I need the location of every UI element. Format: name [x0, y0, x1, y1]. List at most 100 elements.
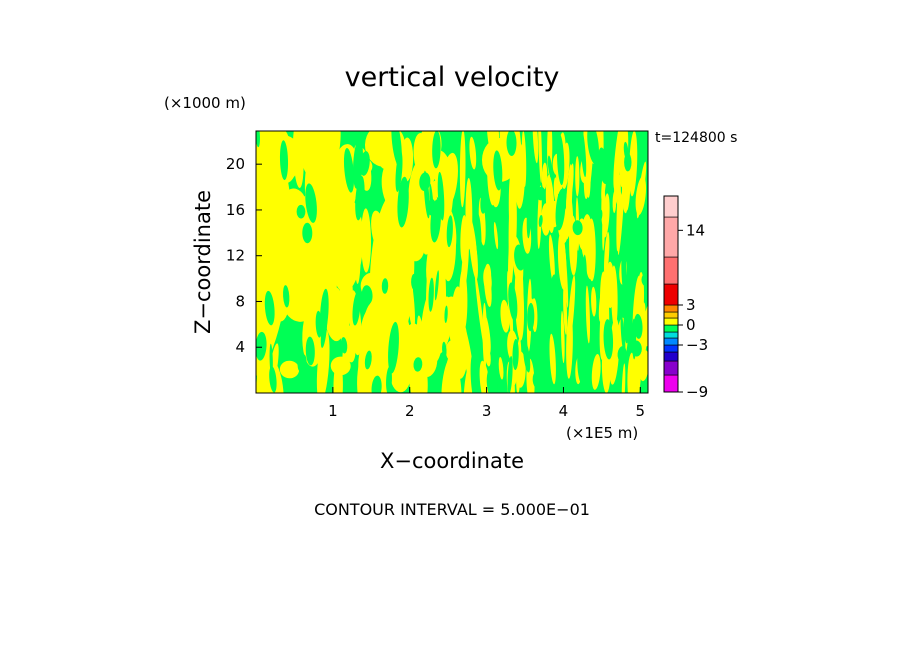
- negative-velocity-streak: [486, 368, 498, 393]
- negative-velocity-streak: [523, 341, 531, 373]
- negative-velocity-streak: [621, 247, 627, 298]
- negative-velocity-streak: [572, 220, 583, 236]
- x-axis: 1 2 3 4 5: [328, 387, 645, 420]
- positive-velocity-streak: [493, 221, 499, 250]
- positive-velocity-streak: [469, 136, 477, 170]
- negative-velocity-streak: [631, 340, 642, 357]
- negative-velocity-streak: [470, 353, 479, 393]
- positive-velocity-streak: [569, 163, 574, 198]
- negative-velocity-streak: [499, 237, 506, 269]
- negative-velocity-streak: [577, 342, 586, 385]
- colorbar-segment: [663, 360, 679, 376]
- positive-velocity-streak: [545, 175, 555, 234]
- colorbar-tick-label: −9: [686, 383, 708, 401]
- positive-velocity-streak: [508, 199, 514, 284]
- negative-velocity-streak: [256, 331, 267, 361]
- negative-velocity-streak: [550, 274, 559, 313]
- colorbar-segment: [663, 374, 679, 393]
- negative-velocity-streak: [507, 355, 513, 393]
- x-tick-label: 3: [482, 402, 492, 420]
- positive-velocity-streak: [279, 360, 300, 379]
- positive-velocity-streak: [256, 248, 262, 287]
- positive-velocity-streak: [317, 131, 341, 174]
- negative-velocity-streak: [633, 313, 643, 339]
- y-unit-label: (×1000 m): [164, 94, 246, 112]
- colorbar-segment: [663, 337, 679, 346]
- positive-velocity-streak: [513, 131, 523, 191]
- positive-velocity-streak: [500, 299, 510, 333]
- colorbar-segment: [663, 311, 679, 319]
- positive-velocity-streak: [604, 231, 610, 279]
- negative-velocity-streak: [411, 273, 418, 291]
- negative-velocity-streak: [381, 278, 389, 294]
- positive-velocity-streak: [374, 131, 391, 169]
- positive-velocity-streak: [338, 272, 353, 334]
- y-axis-label: Z−coordinate: [191, 190, 215, 334]
- negative-velocity-streak: [296, 204, 306, 219]
- plot-frame: [255, 130, 649, 394]
- positive-velocity-streak: [614, 152, 620, 205]
- colorbar-segment: [663, 283, 679, 306]
- colorbar-segment: [663, 304, 679, 313]
- negative-velocity-streak: [305, 336, 315, 366]
- positive-velocity-streak: [635, 176, 647, 215]
- x-tick-label: 5: [636, 402, 646, 420]
- negative-velocity-streak: [620, 315, 626, 356]
- time-label: t=124800 s: [655, 130, 737, 146]
- positive-velocity-streak: [371, 210, 386, 252]
- positive-velocity-streak: [291, 244, 308, 263]
- negative-velocity-streak: [283, 285, 290, 308]
- positive-velocity-streak: [498, 357, 504, 380]
- colorbar-segment: [663, 195, 679, 218]
- x-tick-label: 2: [405, 402, 415, 420]
- positive-velocity-streak: [479, 360, 491, 393]
- negative-velocity-streak: [587, 131, 599, 165]
- colorbar-tick-label: 14: [686, 221, 705, 239]
- positive-velocity-streak: [484, 263, 492, 289]
- positive-velocity-streak: [549, 333, 556, 385]
- negative-velocity-streak: [526, 196, 532, 239]
- y-tick-label: 20: [226, 155, 245, 173]
- negative-velocity-streak: [302, 222, 313, 244]
- positive-velocity-streak: [361, 302, 378, 351]
- positive-velocity-streak: [450, 286, 463, 349]
- negative-velocity-streak: [480, 186, 489, 214]
- positive-velocity-streak: [621, 363, 626, 393]
- negative-velocity-streak: [637, 131, 647, 146]
- positive-velocity-streak: [521, 131, 527, 187]
- negative-velocity-streak: [527, 302, 535, 332]
- negative-velocity-streak: [352, 291, 361, 326]
- negative-velocity-streak: [598, 209, 603, 222]
- colorbar-frame: [663, 195, 679, 393]
- negative-velocity-streak: [297, 349, 304, 371]
- colorbar-segment: [663, 351, 679, 362]
- negative-velocity-streak: [371, 375, 382, 393]
- positive-velocity-streak: [354, 210, 362, 284]
- positive-velocity-streak: [591, 286, 597, 317]
- positive-velocity-streak: [259, 181, 273, 249]
- velocity-field: [256, 131, 648, 393]
- positive-velocity-streak: [465, 178, 473, 250]
- positive-velocity-streak: [605, 261, 615, 309]
- y-tick-label: 16: [226, 201, 245, 219]
- positive-velocity-streak: [575, 156, 580, 197]
- negative-velocity-streak: [269, 366, 277, 393]
- negative-velocity-streak: [352, 138, 364, 189]
- colorbar-segment: [663, 331, 679, 339]
- negative-velocity-streak: [388, 321, 399, 374]
- positive-velocity-streak: [460, 215, 468, 263]
- negative-velocity-streak: [514, 244, 526, 271]
- negative-velocity-streak: [475, 214, 482, 261]
- negative-velocity-streak: [428, 277, 434, 312]
- x-unit-label: (×1E5 m): [566, 424, 638, 442]
- positive-velocity-streak: [499, 131, 507, 150]
- negative-velocity-streak: [264, 290, 275, 326]
- positive-velocity-streak: [591, 353, 601, 390]
- colorbar: 14 3 0 −3 −9: [663, 195, 708, 401]
- positive-velocity-streak: [299, 131, 320, 176]
- positive-velocity-streak: [360, 208, 372, 273]
- positive-velocity-streak: [560, 310, 565, 364]
- positive-velocity-streak: [637, 272, 645, 324]
- positive-velocity-streak: [408, 348, 428, 393]
- negative-velocity-streak: [343, 147, 355, 193]
